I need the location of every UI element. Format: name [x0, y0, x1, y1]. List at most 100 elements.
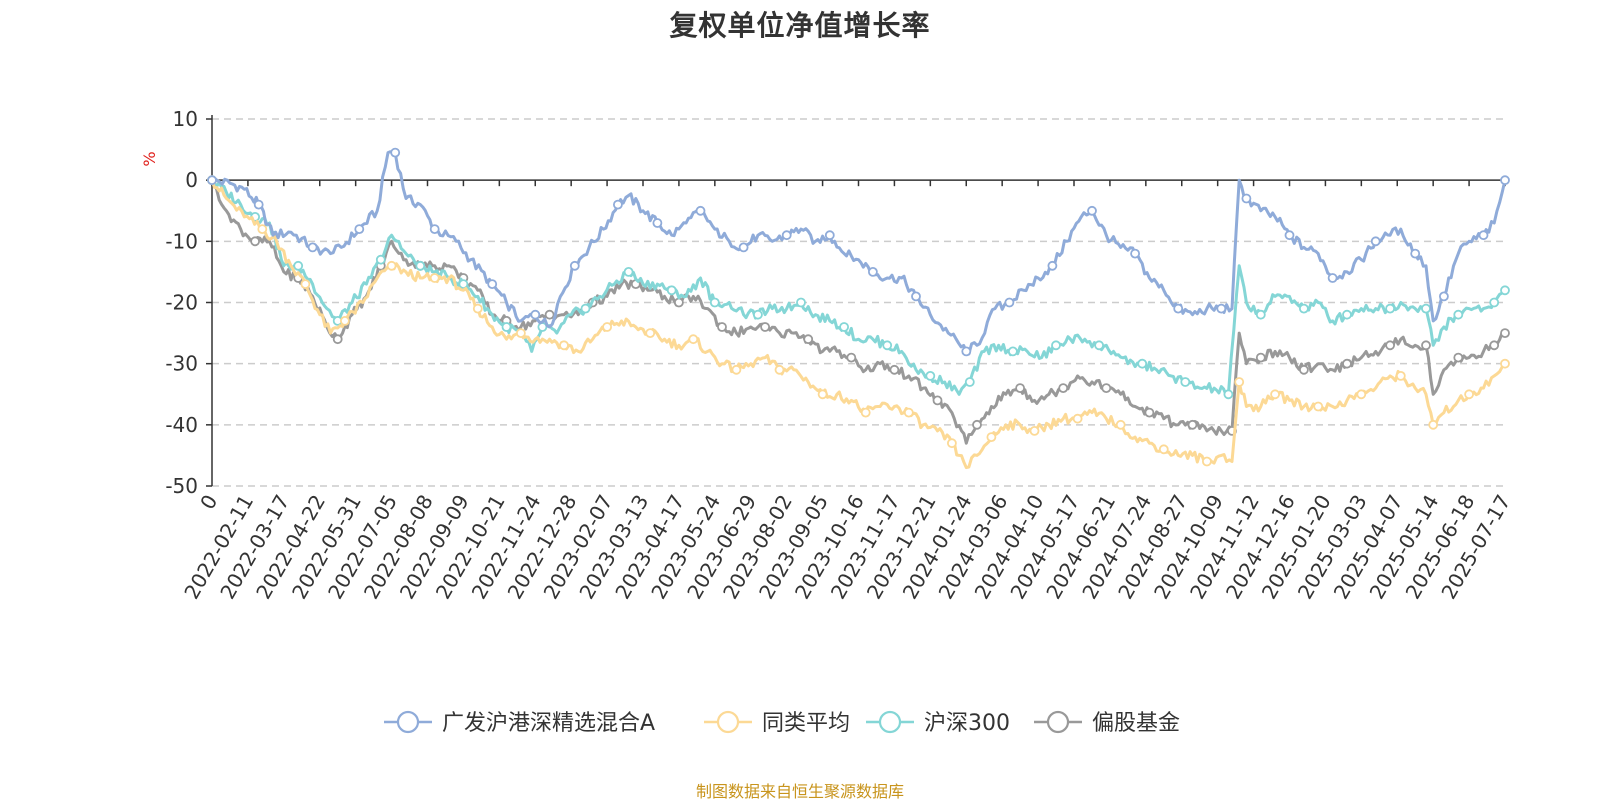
data-point-marker — [207, 175, 217, 186]
data-point-marker — [688, 334, 699, 345]
legend-item[interactable]: 同类平均 — [704, 710, 850, 736]
data-point-marker — [1255, 352, 1266, 363]
data-point-marker — [695, 205, 706, 216]
series-lines — [207, 147, 1510, 470]
data-point-marker — [1453, 309, 1464, 320]
data-point-marker — [1008, 346, 1018, 357]
legend-label: 广发沪港深精选混合A — [442, 711, 655, 736]
data-point-marker — [1385, 303, 1395, 314]
data-point-marker — [1421, 303, 1431, 314]
data-point-marker — [375, 254, 386, 265]
data-point-marker — [738, 242, 749, 253]
data-point-marker — [1187, 419, 1198, 430]
data-point-marker — [1087, 205, 1097, 216]
data-source-note: 制图数据来自恒生聚源数据库 — [695, 782, 904, 800]
data-point-marker — [1004, 297, 1015, 308]
data-point-marker — [1158, 444, 1169, 455]
data-point-marker — [731, 364, 742, 375]
data-point-marker — [868, 266, 878, 277]
data-point-marker — [613, 199, 623, 210]
data-point-marker — [1370, 236, 1381, 247]
data-point-marker — [1500, 175, 1510, 186]
data-point-marker — [300, 279, 311, 290]
data-point-marker — [882, 340, 893, 351]
data-point-marker — [1270, 389, 1280, 400]
y-tick-label: -10 — [165, 229, 198, 253]
data-point-marker — [1439, 291, 1449, 302]
series-line — [210, 179, 1507, 470]
data-point-marker — [961, 346, 972, 357]
data-point-marker — [1047, 260, 1058, 271]
data-point-marker — [1395, 370, 1406, 381]
data-point-marker — [1241, 193, 1252, 204]
axes: 100-10-20-30-40-50%02022-02-112022-03-17… — [140, 107, 1515, 603]
data-point-marker — [972, 419, 982, 430]
data-point-marker — [986, 432, 997, 443]
data-point-marker — [569, 260, 580, 271]
data-point-marker — [530, 309, 541, 320]
y-tick-label: -50 — [165, 474, 198, 498]
data-point-marker — [1500, 285, 1510, 296]
data-point-marker — [1029, 425, 1040, 436]
data-point-marker — [645, 328, 656, 339]
data-point-marker — [1313, 401, 1324, 412]
data-point-marker — [472, 303, 483, 314]
data-point-marker — [1094, 340, 1104, 351]
data-point-marker — [860, 407, 871, 418]
data-point-marker — [1489, 297, 1500, 308]
data-point-marker — [1385, 340, 1395, 351]
data-point-marker — [709, 297, 720, 308]
data-point-marker — [1284, 230, 1295, 241]
data-point-marker — [580, 303, 591, 314]
data-point-marker — [415, 260, 426, 271]
legend-swatch-marker — [716, 710, 740, 734]
data-point-marker — [1223, 389, 1234, 400]
data-point-marker — [1299, 303, 1309, 314]
data-point-marker — [1478, 230, 1489, 241]
data-point-marker — [250, 236, 261, 247]
data-point-marker — [1202, 456, 1212, 467]
legend-swatch-marker — [396, 710, 420, 734]
data-point-marker — [1015, 383, 1025, 394]
data-point-marker — [602, 322, 612, 332]
data-point-marker — [487, 279, 498, 290]
data-point-marker — [774, 364, 785, 375]
legend-item[interactable]: 沪深300 — [866, 710, 1010, 736]
chart-title: 复权单位净值增长率 — [669, 9, 931, 42]
data-point-marker — [1500, 328, 1510, 339]
data-point-marker — [559, 340, 569, 351]
data-point-marker — [1180, 377, 1191, 387]
data-point-marker — [1072, 413, 1083, 424]
data-point-marker — [1356, 389, 1367, 400]
data-point-marker — [803, 334, 814, 345]
y-tick-label: 0 — [185, 168, 198, 192]
data-point-marker — [1130, 248, 1140, 259]
data-point-marker — [1410, 248, 1421, 259]
data-point-marker — [760, 322, 770, 332]
data-point-marker — [1101, 383, 1112, 394]
legend-item[interactable]: 广发沪港深精选混合A — [384, 710, 655, 736]
legend-item[interactable]: 偏股基金 — [1034, 710, 1180, 736]
data-point-marker — [1428, 419, 1439, 430]
data-point-marker — [817, 389, 828, 400]
data-point-marker — [839, 322, 849, 332]
data-point-marker — [1058, 383, 1069, 394]
data-point-marker — [1255, 309, 1266, 320]
y-tick-label: -20 — [165, 291, 198, 315]
data-point-marker — [429, 224, 440, 235]
data-point-marker — [354, 224, 365, 235]
legend[interactable]: 广发沪港深精选混合A 同类平均 沪深300 偏股基金 — [384, 710, 1180, 736]
y-tick-label: 10 — [173, 107, 198, 131]
data-point-marker — [623, 266, 634, 277]
data-point-marker — [911, 291, 921, 302]
data-point-marker — [1500, 358, 1510, 369]
y-tick-label: -30 — [165, 352, 198, 376]
data-point-marker — [1144, 407, 1155, 418]
data-point-marker — [458, 279, 469, 290]
data-point-marker — [307, 242, 318, 253]
data-point-marker — [781, 230, 792, 241]
y-tick-label: -40 — [165, 413, 198, 437]
data-point-marker — [889, 364, 900, 375]
data-point-marker — [1342, 358, 1352, 369]
